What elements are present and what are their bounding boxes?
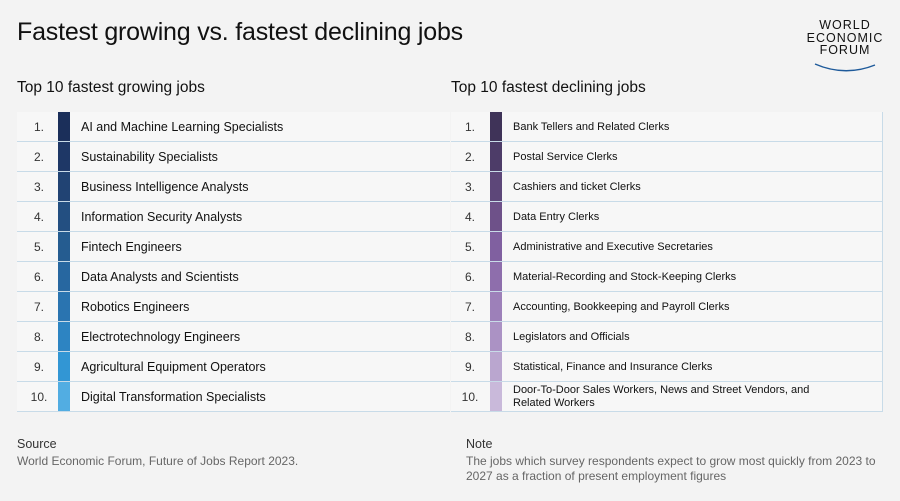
job-title: Robotics Engineers <box>81 300 190 314</box>
rank-color-bar <box>490 202 502 231</box>
job-rank: 5. <box>464 240 475 254</box>
growing-job-row: 4. Information Security Analysts <box>17 202 450 232</box>
job-title: Business Intelligence Analysts <box>81 180 249 194</box>
declining-job-row: 2. Postal Service Clerks <box>451 142 883 172</box>
rank-color-bar <box>58 232 70 261</box>
rank-color-bar <box>490 382 502 411</box>
rank-color-bar <box>58 292 70 321</box>
page-title: Fastest growing vs. fastest declining jo… <box>17 18 463 46</box>
logo-arc-icon <box>814 63 876 72</box>
rank-color-bar <box>58 172 70 201</box>
declining-job-row: 1. Bank Tellers and Related Clerks <box>451 112 883 142</box>
rank-color-bar <box>490 142 502 171</box>
growing-job-row: 5. Fintech Engineers <box>17 232 450 262</box>
growing-heading: Top 10 fastest growing jobs <box>17 79 205 96</box>
job-title: Accounting, Bookkeeping and Payroll Cler… <box>513 301 730 313</box>
job-rank: 10. <box>461 390 479 404</box>
declining-job-row: 10. Door-To-Door Sales Workers, News and … <box>451 382 883 412</box>
job-title: Bank Tellers and Related Clerks <box>513 121 670 133</box>
rank-color-bar <box>490 322 502 351</box>
job-title: Sustainability Specialists <box>81 150 218 164</box>
job-title: Fintech Engineers <box>81 240 182 254</box>
rank-color-bar <box>58 322 70 351</box>
job-rank: 4. <box>464 210 475 224</box>
rank-color-bar <box>58 202 70 231</box>
job-rank: 3. <box>464 180 475 194</box>
growing-jobs-list: 1. AI and Machine Learning Specialists 2. S… <box>17 112 450 412</box>
note-heading: Note <box>466 437 493 451</box>
growing-job-row: 9. Agricultural Equipment Operators <box>17 352 450 382</box>
growing-job-row: 1. AI and Machine Learning Specialists <box>17 112 450 142</box>
job-title: Data Analysts and Scientists <box>81 270 239 284</box>
rank-color-bar <box>58 352 70 381</box>
job-rank: 1. <box>33 120 44 134</box>
rank-color-bar <box>58 382 70 411</box>
job-title: Legislators and Officials <box>513 331 630 343</box>
job-rank: 8. <box>464 330 475 344</box>
job-title: Digital Transformation Specialists <box>81 390 266 404</box>
logo-line-2: ECONOMIC <box>806 30 884 45</box>
source-text: World Economic Forum, Future of Jobs Rep… <box>17 454 299 468</box>
growing-job-row: 2. Sustainability Specialists <box>17 142 450 172</box>
job-rank: 3. <box>33 180 44 194</box>
declining-heading: Top 10 fastest declining jobs <box>451 79 646 96</box>
job-title: Administrative and Executive Secretaries <box>513 241 713 253</box>
rank-color-bar <box>58 142 70 171</box>
rank-color-bar <box>490 172 502 201</box>
rank-color-bar <box>58 112 70 141</box>
job-rank: 7. <box>464 300 475 314</box>
job-title: Electrotechnology Engineers <box>81 330 241 344</box>
declining-job-row: 3. Cashiers and ticket Clerks <box>451 172 883 202</box>
job-rank: 2. <box>464 150 475 164</box>
job-title: Information Security Analysts <box>81 210 243 224</box>
job-title: Cashiers and ticket Clerks <box>513 181 641 193</box>
job-rank: 8. <box>33 330 44 344</box>
rank-color-bar <box>58 262 70 291</box>
rank-color-bar <box>490 112 502 141</box>
rank-color-bar <box>490 292 502 321</box>
declining-job-row: 7. Accounting, Bookkeeping and Payroll Cl… <box>451 292 883 322</box>
job-rank: 1. <box>464 120 475 134</box>
job-rank: 9. <box>33 360 44 374</box>
growing-job-row: 8. Electrotechnology Engineers <box>17 322 450 352</box>
logo-line-1: WORLD <box>819 18 871 32</box>
growing-job-row: 10. Digital Transformation Specialists <box>17 382 450 412</box>
job-title: Material-Recording and Stock-Keeping Cle… <box>513 271 737 283</box>
job-rank: 10. <box>30 390 48 404</box>
job-rank: 6. <box>464 270 475 284</box>
job-rank: 2. <box>33 150 44 164</box>
job-rank: 9. <box>464 360 475 374</box>
job-rank: 5. <box>33 240 44 254</box>
job-title: AI and Machine Learning Specialists <box>81 120 284 134</box>
growing-job-row: 7. Robotics Engineers <box>17 292 450 322</box>
job-title: Postal Service Clerks <box>513 151 618 163</box>
job-title: Statistical, Finance and Insurance Clerk… <box>513 361 713 373</box>
declining-job-row: 5. Administrative and Executive Secretari… <box>451 232 883 262</box>
job-title: Data Entry Clerks <box>513 211 600 223</box>
rank-color-bar <box>490 232 502 261</box>
source-heading: Source <box>17 437 57 451</box>
declining-job-row: 8. Legislators and Officials <box>451 322 883 352</box>
job-rank: 7. <box>33 300 44 314</box>
logo-line-3: FORUM <box>819 43 871 57</box>
note-text: The jobs which survey respondents expect… <box>466 454 876 483</box>
job-title: Agricultural Equipment Operators <box>81 360 266 374</box>
rank-color-bar <box>490 352 502 381</box>
declining-job-row: 4. Data Entry Clerks <box>451 202 883 232</box>
rank-color-bar <box>490 262 502 291</box>
job-rank: 4. <box>33 210 44 224</box>
job-title: Door-To-Door Sales Workers, News and Str… <box>513 384 810 409</box>
growing-job-row: 3. Business Intelligence Analysts <box>17 172 450 202</box>
growing-job-row: 6. Data Analysts and Scientists <box>17 262 450 292</box>
declining-job-row: 9. Statistical, Finance and Insurance Cle… <box>451 352 883 382</box>
declining-jobs-list: 1. Bank Tellers and Related Clerks 2. Posta… <box>451 112 883 412</box>
declining-job-row: 6. Material-Recording and Stock-Keeping C… <box>451 262 883 292</box>
wef-logo: WORLD ECONOMIC FORUM <box>803 18 887 72</box>
job-rank: 6. <box>33 270 44 284</box>
